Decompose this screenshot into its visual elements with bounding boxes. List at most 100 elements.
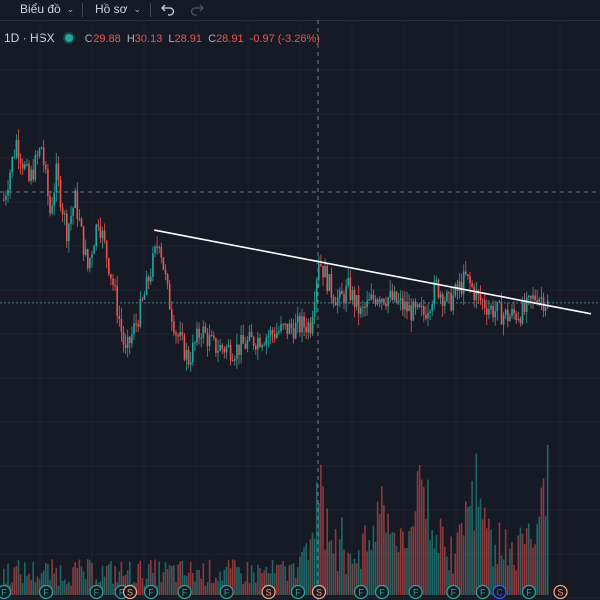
candle-body — [206, 332, 209, 347]
volume-bar — [118, 571, 121, 595]
event-marker[interactable]: F — [177, 584, 192, 600]
volume-bar — [488, 518, 490, 595]
event-marker[interactable]: S — [311, 584, 327, 600]
volume-bar — [196, 569, 198, 595]
candle-body — [292, 328, 295, 339]
volume-bar — [454, 553, 457, 595]
candle-body — [135, 323, 137, 325]
candle-body — [213, 335, 215, 338]
event-marker[interactable]: S — [553, 584, 568, 600]
candle-body — [366, 300, 368, 308]
chevron-down-icon: ⌄ — [133, 4, 142, 14]
volume-bar — [471, 480, 473, 595]
volume-bar — [299, 556, 301, 595]
volume-bar — [11, 582, 13, 595]
candle-body — [538, 298, 541, 303]
event-marker[interactable]: F — [143, 584, 159, 600]
event-marker[interactable]: F — [475, 584, 490, 600]
candle-body — [118, 315, 121, 319]
candle-body — [322, 265, 324, 278]
candlestick-series — [3, 129, 549, 372]
volume-bar — [519, 527, 522, 595]
candle-body — [393, 291, 396, 300]
volume-bar — [318, 503, 320, 595]
undo-icon[interactable] — [160, 1, 176, 17]
candle-body — [257, 337, 259, 350]
candle-body — [517, 318, 520, 320]
candle-body — [84, 249, 87, 255]
volume-bar — [126, 570, 129, 595]
event-marker-label: F — [1, 588, 7, 598]
volume-bar — [250, 565, 253, 595]
candle-body — [309, 322, 312, 334]
event-marker[interactable]: F — [446, 584, 461, 600]
event-marker[interactable]: F — [219, 584, 234, 600]
event-marker[interactable]: F — [374, 584, 390, 600]
volume-bar — [21, 583, 24, 595]
volume-bar — [269, 573, 272, 595]
volume-bar — [194, 581, 196, 595]
volume-bar — [370, 549, 373, 595]
volume-bar — [84, 579, 87, 595]
event-marker[interactable]: F — [353, 584, 369, 600]
volume-bar — [307, 559, 310, 595]
candle-body — [383, 298, 385, 304]
volume-bar — [68, 581, 70, 595]
event-marker[interactable]: F — [0, 584, 12, 600]
low-value: 28.91 — [174, 33, 203, 45]
candle-body — [114, 284, 116, 286]
candle-body — [160, 247, 163, 258]
candle-body — [17, 139, 20, 159]
candle-body — [301, 316, 303, 333]
event-marker[interactable]: F — [89, 584, 104, 600]
candle-body — [21, 163, 24, 169]
volume-bar — [55, 568, 58, 595]
event-marker[interactable]: F — [290, 584, 306, 600]
volume-bar — [57, 585, 60, 595]
event-marker[interactable]: C — [492, 584, 507, 600]
event-marker[interactable]: F — [521, 584, 537, 600]
redo-icon[interactable] — [189, 1, 205, 17]
candle-body — [540, 297, 543, 299]
candle-body — [42, 147, 45, 165]
candle-body — [511, 309, 513, 317]
volume-bar — [423, 487, 425, 595]
event-marker[interactable]: S — [261, 584, 276, 600]
event-marker-label: S — [127, 588, 133, 598]
candle-body — [439, 294, 442, 298]
candle-body — [34, 155, 37, 180]
candle-body — [11, 157, 13, 173]
volume-bar — [217, 580, 219, 595]
event-marker[interactable]: S — [122, 584, 138, 600]
volume-bar — [129, 561, 131, 595]
candle-body — [284, 323, 286, 325]
event-marker[interactable]: F — [408, 584, 423, 600]
candle-body — [488, 309, 490, 315]
chart-menu-button[interactable]: Biểu đồ ⌄ — [20, 0, 74, 20]
volume-bar — [408, 531, 410, 595]
candle-body — [507, 309, 509, 322]
candle-body — [177, 335, 179, 337]
symbol-label[interactable]: 1D · HSX — [4, 31, 55, 45]
candle-body — [471, 283, 473, 287]
volume-bar — [332, 553, 335, 595]
candle-body — [498, 301, 501, 303]
candle-body — [490, 305, 492, 310]
volume-bar — [265, 566, 268, 595]
candle-body — [141, 298, 144, 300]
candle-body — [318, 263, 320, 281]
candle-body — [196, 328, 198, 343]
candle-body — [336, 297, 339, 306]
candle-body — [423, 305, 425, 315]
candle-body — [494, 311, 496, 318]
candle-body — [198, 328, 200, 338]
candle-body — [368, 299, 370, 301]
candle-body — [259, 337, 261, 348]
volume-bar — [187, 572, 190, 595]
candle-body — [360, 307, 362, 314]
volume-bar — [271, 559, 274, 595]
candle-body — [234, 358, 236, 361]
event-marker[interactable]: F — [38, 584, 54, 600]
profile-menu-button[interactable]: Hồ sơ ⌄ — [95, 0, 141, 20]
